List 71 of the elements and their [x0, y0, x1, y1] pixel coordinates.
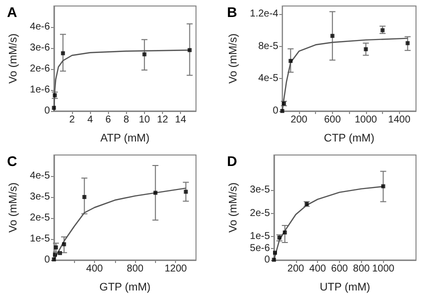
y-tick-label: 0 — [44, 254, 50, 266]
y-tick-label: 1e-6 — [30, 84, 50, 96]
point — [58, 251, 62, 256]
y-tick-label: 4e-5 — [258, 73, 279, 84]
x-tick-label: 200 — [290, 114, 308, 126]
y-tick-label: 1e-5 — [30, 234, 50, 244]
y-tick-label: 4e-6 — [30, 22, 50, 32]
point — [273, 250, 278, 255]
x-axis-title: CTP (mM) — [324, 132, 374, 144]
x-tick-label: 6 — [105, 114, 112, 126]
y-tick-label: 4e-5 — [30, 170, 50, 182]
point — [282, 230, 287, 234]
x-tick-label: 200 — [287, 264, 305, 274]
y-axis-title: Vo (mM/s) — [8, 33, 20, 84]
y-axis-title: Vo (mM/s) — [8, 182, 20, 233]
point — [60, 51, 65, 56]
point — [153, 190, 158, 195]
y-tick-label: 0 — [264, 254, 270, 266]
point — [330, 34, 334, 38]
chart-title: D — [227, 153, 238, 169]
x-tick-label: 8 — [124, 114, 130, 126]
chart-title: C — [7, 153, 18, 169]
y-tick-label: 2e-5 — [250, 208, 270, 219]
x-tick-label: 12 — [156, 114, 169, 126]
line-series — [53, 50, 190, 112]
x-tick-label: 400 — [309, 264, 326, 274]
point — [52, 252, 57, 257]
x-tick-label: 800 — [126, 264, 144, 274]
x-axis-title: GTP (mM) — [99, 282, 151, 294]
point — [381, 184, 386, 188]
point — [82, 195, 86, 199]
point — [406, 41, 410, 46]
x-tick-label: 2 — [69, 114, 76, 126]
x-tick-label: 4 — [87, 114, 94, 126]
y-tick-label: 5e-6 — [250, 242, 270, 254]
x-tick-label: 1000 — [372, 264, 395, 274]
point — [62, 242, 66, 246]
x-tick-label: 1000 — [354, 114, 378, 126]
y-tick-label: 3e-5 — [30, 192, 50, 202]
chart-title: A — [7, 4, 18, 20]
point — [184, 190, 188, 194]
line-series — [273, 186, 384, 261]
y-tick-label: 3e-5 — [250, 184, 270, 196]
y-tick-label: 1e-5 — [250, 231, 270, 242]
point — [364, 47, 368, 52]
y-axis-title: Vo (mM/s) — [228, 182, 240, 233]
x-tick-label: 14 — [175, 114, 187, 126]
x-tick-label: 10 — [138, 114, 150, 126]
chart-title: B — [227, 4, 238, 20]
point — [142, 52, 146, 56]
y-tick-label: 8e-5 — [258, 40, 279, 52]
point — [380, 28, 385, 32]
x-tick-label: 1400 — [388, 114, 411, 126]
y-tick-label: 0 — [272, 106, 279, 116]
y-tick-label: 3e-6 — [30, 42, 50, 54]
point — [288, 58, 293, 63]
y-axis-title: Vo (mM/s) — [228, 33, 240, 84]
x-tick-label: 600 — [331, 264, 348, 274]
x-tick-label: 1200 — [164, 264, 188, 274]
x-tick-label: 800 — [353, 264, 370, 274]
x-axis-title: ATP (mM) — [100, 132, 150, 144]
y-tick-label: 2e-6 — [30, 64, 50, 74]
point — [54, 245, 58, 250]
line-series — [282, 38, 408, 112]
x-tick-label: 400 — [86, 264, 104, 274]
x-tick-label: 600 — [324, 114, 342, 126]
y-tick-label: 2e-5 — [30, 212, 50, 224]
y-tick-label: 1.2e-4 — [250, 8, 279, 20]
point — [188, 48, 192, 52]
y-tick-label: 0 — [44, 106, 50, 116]
x-axis-title: UTP (mM) — [320, 282, 370, 294]
